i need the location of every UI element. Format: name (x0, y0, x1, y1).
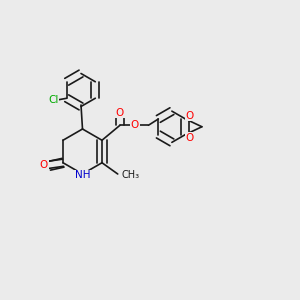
Text: Cl: Cl (48, 95, 58, 105)
Text: CH₃: CH₃ (121, 170, 140, 181)
Text: O: O (40, 160, 48, 170)
Text: O: O (186, 111, 194, 121)
Text: O: O (116, 108, 124, 118)
Text: NH: NH (75, 170, 90, 181)
Text: O: O (186, 133, 194, 142)
Text: O: O (131, 120, 139, 130)
